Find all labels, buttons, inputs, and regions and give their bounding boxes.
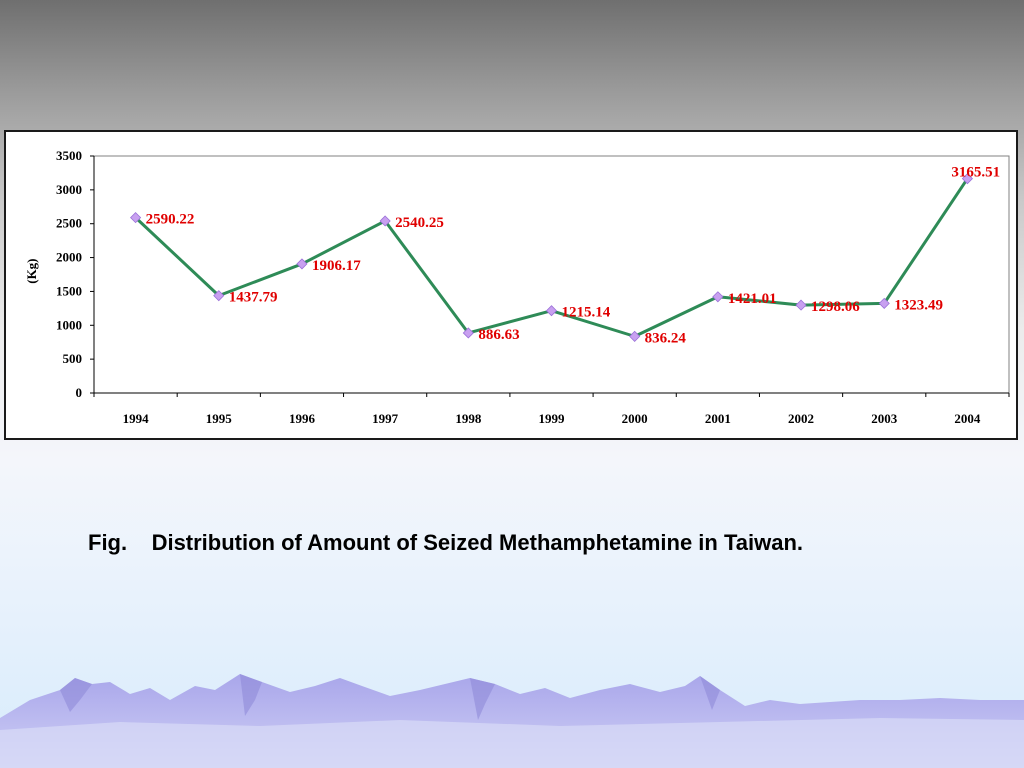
- data-point-marker: [379, 215, 391, 227]
- mountain-decoration: [0, 674, 1024, 768]
- x-tick-label: 1995: [206, 411, 233, 426]
- chart-frame: 0 500 1000 1500 2000 2500 3000 3500 1994 1995 1996…: [4, 130, 1018, 440]
- x-tick-label: 1997: [372, 411, 399, 426]
- data-point-marker: [296, 258, 308, 270]
- data-label: 1298.06: [811, 299, 860, 315]
- data-point-marker: [545, 305, 558, 317]
- data-label: 1421.01: [728, 291, 777, 307]
- plot-area: 0 500 1000 1500 2000 2500 3000 3500 1994 1995 1996…: [24, 148, 1010, 426]
- x-tick-label: 2002: [788, 411, 814, 426]
- y-axis-label: (Kg): [24, 258, 39, 283]
- y-tick-label: 1000: [56, 317, 82, 332]
- data-point-marker: [878, 297, 890, 309]
- data-label: 2540.25: [395, 215, 444, 231]
- x-tick-label: 1999: [539, 411, 566, 426]
- data-label: 1215.14: [562, 305, 611, 321]
- x-tick-label: 1998: [455, 411, 482, 426]
- data-point-marker: [712, 291, 724, 303]
- data-point-marker: [130, 212, 142, 224]
- y-tick-label: 3500: [56, 148, 82, 163]
- data-label: 886.63: [478, 327, 519, 343]
- data-point-marker: [462, 327, 474, 339]
- x-tick-label: 2000: [622, 411, 648, 426]
- data-label: 836.24: [645, 330, 687, 346]
- y-tick-label: 3000: [56, 182, 82, 197]
- y-tick-label: 500: [63, 351, 83, 366]
- data-label: 1906.17: [312, 258, 361, 274]
- data-point-marker: [961, 173, 973, 185]
- data-label: 3165.51: [951, 165, 1000, 181]
- data-point-marker: [213, 290, 225, 302]
- y-tick-label: 0: [76, 385, 83, 400]
- y-tick-label: 2000: [56, 250, 82, 265]
- data-label: 1323.49: [894, 297, 943, 313]
- x-tick-label: 2004: [954, 411, 981, 426]
- data-point-marker: [795, 299, 807, 311]
- x-tick-label: 1994: [123, 411, 150, 426]
- caption-prefix: Fig.: [88, 530, 128, 555]
- line-chart: 0 500 1000 1500 2000 2500 3000 3500 1994 1995 1996…: [24, 148, 1010, 426]
- y-tick-label: 2500: [56, 216, 82, 231]
- caption-text: Distribution of Amount of Seized Methamp…: [151, 530, 804, 555]
- x-tick-label: 2001: [705, 411, 731, 426]
- x-tick-label: 1996: [289, 411, 316, 426]
- x-tick-label: 2003: [871, 411, 898, 426]
- data-label: 1437.79: [229, 290, 278, 306]
- figure-caption: Fig. Distribution of Amount of Seized Me…: [88, 530, 803, 556]
- plot-border: [93, 155, 1010, 394]
- data-label: 2590.22: [146, 212, 195, 228]
- y-tick-label: 1500: [56, 283, 82, 298]
- data-point-marker: [629, 330, 641, 342]
